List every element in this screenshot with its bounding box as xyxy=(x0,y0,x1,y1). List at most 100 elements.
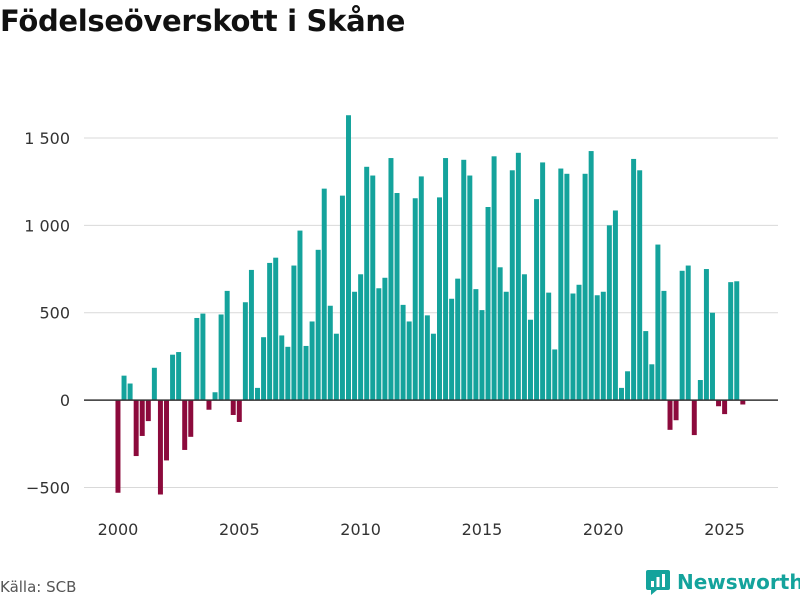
bar xyxy=(151,367,157,401)
x-axis: 2000 2005 2010 2015 2020 2025 xyxy=(98,520,745,539)
bar xyxy=(352,291,358,401)
bar xyxy=(224,290,230,401)
x-tick-label: 2025 xyxy=(704,520,745,539)
bar xyxy=(291,265,297,401)
bar xyxy=(309,321,315,401)
bar xyxy=(461,159,467,401)
bar xyxy=(236,400,242,422)
bar xyxy=(194,317,200,401)
bar xyxy=(430,333,436,401)
bar xyxy=(339,195,345,401)
newsworthy-logo-icon xyxy=(646,570,670,595)
bar xyxy=(443,158,449,401)
bar xyxy=(145,400,151,422)
bar xyxy=(534,199,540,401)
bar xyxy=(631,158,637,401)
gridlines xyxy=(84,137,778,489)
bar xyxy=(600,291,606,401)
bar xyxy=(218,314,224,401)
bar xyxy=(230,400,236,415)
bar xyxy=(115,400,121,493)
bar xyxy=(382,277,388,401)
bar xyxy=(297,230,303,401)
bar xyxy=(279,335,285,401)
bar xyxy=(697,380,703,401)
bar xyxy=(637,170,643,401)
bar xyxy=(728,282,734,401)
bar xyxy=(485,206,491,401)
bar xyxy=(740,400,746,405)
bar xyxy=(479,310,485,401)
bar xyxy=(449,298,455,401)
brand-name: Newsworthy xyxy=(677,570,800,594)
bar xyxy=(667,400,673,430)
x-tick-label: 2020 xyxy=(583,520,624,539)
bar xyxy=(606,225,612,401)
bar xyxy=(540,162,546,401)
bar xyxy=(558,168,564,401)
bar xyxy=(673,400,679,421)
bar xyxy=(497,267,503,401)
bar xyxy=(327,305,333,401)
source-note: Källa: SCB xyxy=(0,578,77,596)
bar xyxy=(315,249,321,401)
bar xyxy=(503,291,509,401)
bars xyxy=(115,115,746,495)
bar xyxy=(467,175,473,401)
bar xyxy=(170,354,176,401)
bar xyxy=(267,262,273,401)
chart-title: Födelseöverskott i Skåne xyxy=(0,4,406,38)
bar xyxy=(521,274,527,401)
bar xyxy=(164,400,169,461)
bar xyxy=(716,400,722,407)
bar xyxy=(133,400,139,457)
bar xyxy=(182,400,188,450)
y-tick-label: 1 000 xyxy=(24,216,70,235)
bar xyxy=(358,274,364,401)
y-tick-label: −500 xyxy=(26,479,70,498)
bar xyxy=(582,173,588,401)
bar xyxy=(139,400,145,436)
bar xyxy=(406,321,412,401)
bar xyxy=(364,166,370,401)
bar xyxy=(412,198,418,401)
bar xyxy=(491,156,497,401)
bar xyxy=(473,289,479,401)
bar xyxy=(303,345,309,401)
bar xyxy=(661,290,667,401)
bar xyxy=(509,170,515,401)
bar xyxy=(655,244,661,401)
bar xyxy=(261,337,267,401)
y-tick-label: 0 xyxy=(60,391,70,410)
bar xyxy=(625,371,631,401)
bar xyxy=(546,292,552,401)
bar xyxy=(515,152,521,401)
y-tick-label: 1 500 xyxy=(24,129,70,148)
bar xyxy=(528,319,533,401)
y-tick-label: 500 xyxy=(39,304,70,323)
bar xyxy=(376,288,382,401)
bar xyxy=(388,158,394,401)
bar xyxy=(722,400,728,415)
bar xyxy=(576,284,582,401)
bar xyxy=(212,392,218,401)
bar xyxy=(643,331,649,401)
bar xyxy=(734,281,740,401)
bar xyxy=(394,193,400,401)
y-axis: −500 0 500 1 000 1 500 xyxy=(24,129,70,498)
bar xyxy=(176,352,182,401)
bar xyxy=(618,387,624,401)
bar xyxy=(333,333,339,401)
bar xyxy=(346,115,351,401)
bar xyxy=(370,175,376,401)
x-tick-label: 2010 xyxy=(340,520,381,539)
bar xyxy=(424,315,430,401)
bar xyxy=(564,173,570,401)
bar xyxy=(157,400,163,495)
bar xyxy=(570,293,576,401)
bar xyxy=(437,197,442,401)
bar xyxy=(188,400,194,437)
bar xyxy=(455,278,461,401)
bar xyxy=(709,312,715,401)
